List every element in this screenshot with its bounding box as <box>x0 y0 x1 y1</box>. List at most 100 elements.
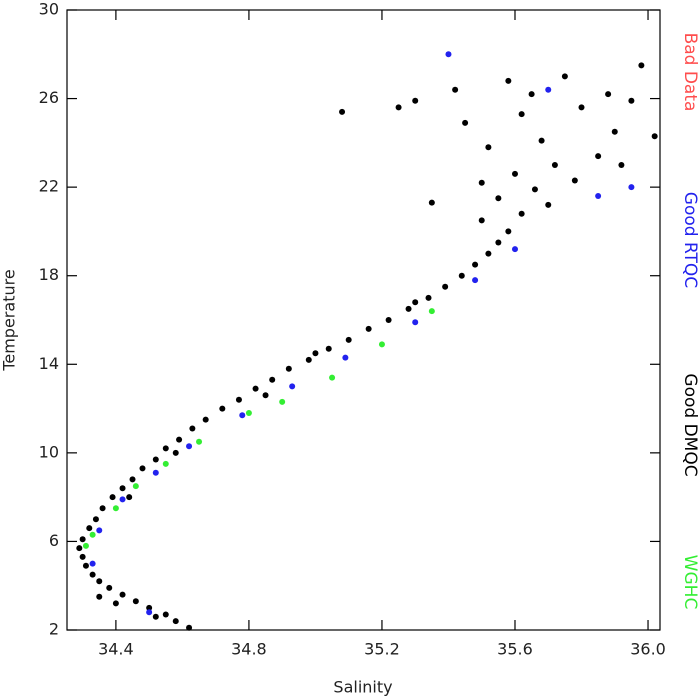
y-axis-label: Temperature <box>0 269 19 371</box>
y-tick-label: 2 <box>49 620 59 639</box>
data-point <box>89 560 96 567</box>
data-point <box>325 345 332 352</box>
data-point <box>96 593 103 600</box>
y-tick-label: 18 <box>39 265 59 284</box>
y-tick-label: 10 <box>39 442 59 461</box>
data-point <box>428 199 435 206</box>
legend-entry: Good RTQC <box>680 192 700 288</box>
data-point <box>528 91 535 98</box>
data-point <box>82 562 89 569</box>
data-point <box>511 170 518 177</box>
data-point <box>245 410 252 416</box>
data-point <box>595 153 602 160</box>
data-point <box>112 600 119 607</box>
y-tick-label: 6 <box>49 531 59 550</box>
data-point <box>126 494 133 501</box>
data-point <box>162 460 169 467</box>
data-point <box>92 516 99 523</box>
data-point <box>551 162 558 168</box>
data-point <box>628 97 635 104</box>
data-point <box>109 494 116 501</box>
data-point <box>605 91 612 98</box>
data-point <box>485 250 492 257</box>
data-point <box>79 536 86 543</box>
data-point <box>365 325 372 332</box>
data-point <box>378 341 385 348</box>
data-point <box>545 86 552 93</box>
data-point <box>452 86 459 93</box>
data-point <box>152 613 159 620</box>
data-point <box>106 584 113 591</box>
data-point <box>518 111 525 118</box>
data-point <box>89 531 96 538</box>
data-point <box>189 425 196 432</box>
data-point <box>96 527 103 534</box>
data-point <box>235 396 242 403</box>
data-point <box>472 261 479 268</box>
data-point <box>119 496 126 503</box>
data-point <box>578 104 585 111</box>
data-point <box>472 277 479 284</box>
data-point <box>329 374 336 381</box>
data-point <box>412 319 419 326</box>
data-point <box>478 179 485 186</box>
legend-entry: WGHC <box>680 555 700 610</box>
data-point <box>611 128 618 135</box>
data-point <box>285 365 292 372</box>
data-point <box>345 336 352 343</box>
data-point <box>505 77 512 84</box>
data-point <box>412 299 419 306</box>
data-point <box>412 97 419 104</box>
data-point <box>162 445 169 452</box>
data-point <box>139 465 146 472</box>
data-point <box>339 108 346 115</box>
data-point <box>239 412 246 419</box>
data-point <box>279 398 286 405</box>
data-point <box>312 350 319 357</box>
data-point <box>495 239 502 246</box>
data-point <box>538 137 545 144</box>
data-point <box>146 609 153 616</box>
data-point <box>162 611 169 618</box>
legend-entry: Bad Data <box>680 33 700 112</box>
data-point <box>99 505 106 512</box>
data-point <box>651 133 658 140</box>
data-point <box>82 542 89 549</box>
data-point <box>531 186 538 193</box>
data-point <box>202 416 209 423</box>
data-point <box>186 443 193 450</box>
data-point <box>518 210 525 217</box>
data-point <box>445 51 452 58</box>
data-point <box>196 438 203 445</box>
data-point <box>132 598 139 605</box>
x-tick-label: 34.4 <box>98 640 134 659</box>
data-point <box>428 308 435 315</box>
data-point <box>638 62 645 69</box>
data-point <box>628 184 635 191</box>
data-point <box>561 73 568 80</box>
legend-entry: Good DMQC <box>680 373 700 476</box>
data-point <box>252 385 259 392</box>
data-point <box>618 162 625 168</box>
data-point <box>571 177 578 184</box>
data-point <box>385 317 392 323</box>
data-point <box>119 485 126 492</box>
x-tick-label: 35.2 <box>364 640 400 659</box>
data-point <box>485 144 492 151</box>
data-point <box>595 193 602 199</box>
data-point <box>262 392 269 399</box>
data-point <box>129 476 136 483</box>
data-point <box>405 305 412 312</box>
x-axis-label: Salinity <box>333 678 392 697</box>
data-point <box>152 456 159 463</box>
data-point <box>395 104 402 111</box>
data-point <box>545 201 552 208</box>
data-point <box>495 195 502 202</box>
data-point <box>269 376 276 383</box>
data-point <box>112 505 119 512</box>
x-tick-label: 34.8 <box>231 640 267 659</box>
data-point <box>219 405 226 412</box>
y-tick-label: 22 <box>39 177 59 196</box>
data-point <box>342 354 349 361</box>
